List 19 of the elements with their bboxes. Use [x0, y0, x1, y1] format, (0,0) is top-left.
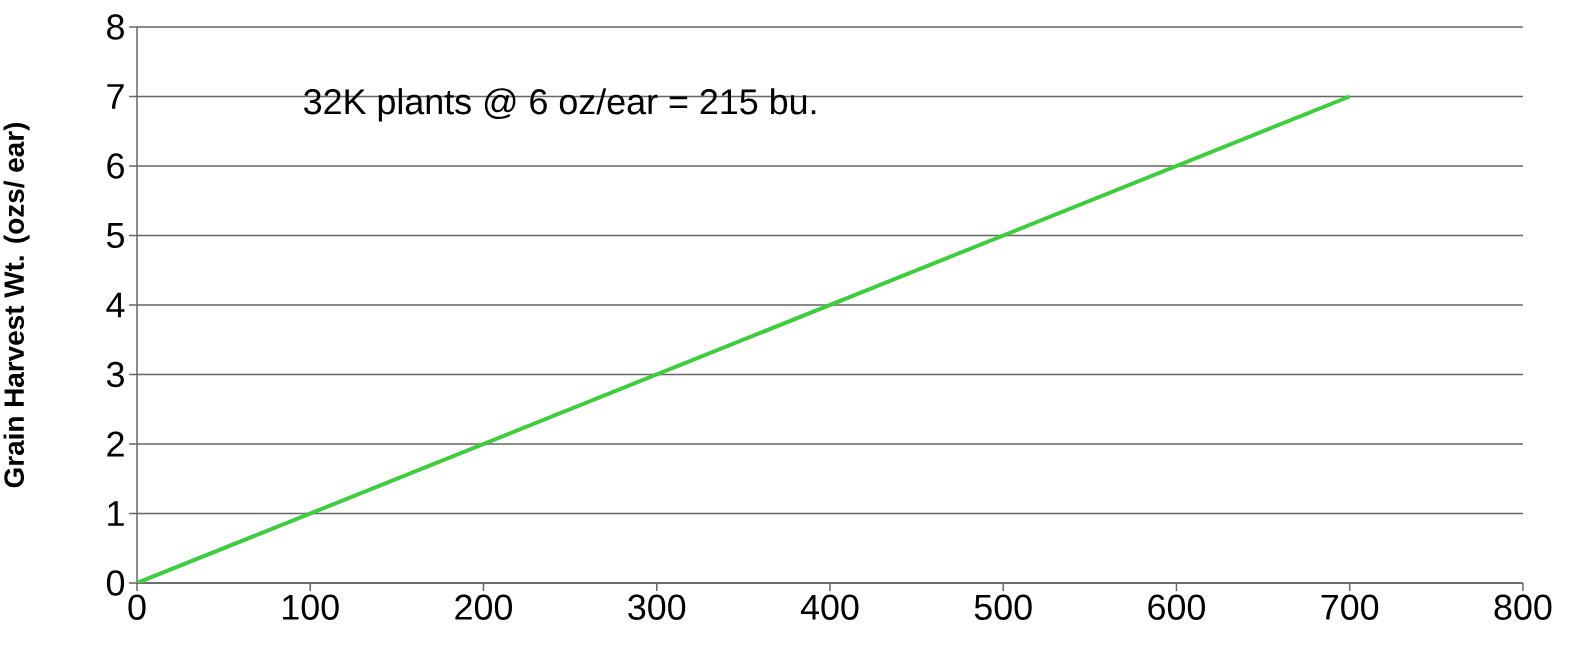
x-tick-label: 800: [1494, 594, 1552, 620]
x-tick-label: 700: [1321, 594, 1379, 620]
y-tick-label: 8: [107, 14, 124, 40]
x-tick-label: 600: [1148, 594, 1205, 620]
y-tick-label: 4: [106, 292, 125, 318]
y-tick-label: 7: [107, 84, 124, 109]
x-tick-label: 100: [283, 594, 339, 620]
y-tick-label: 5: [106, 222, 124, 248]
x-tick-label: 0: [128, 594, 146, 620]
x-tick-label: 500: [974, 594, 1032, 620]
x-tick-label: 200: [455, 594, 512, 620]
x-tick-label: 400: [800, 594, 859, 620]
y-tick-label: 0: [106, 570, 125, 596]
y-tick-label: 1: [108, 501, 124, 526]
y-tick-label: 2: [107, 431, 124, 457]
y-tick-label: 6: [107, 153, 124, 179]
y-tick-label: 3: [106, 361, 124, 388]
y-axis-title: Grain Harvest Wt. (ozs/ ear): [3, 122, 30, 488]
x-tick-label: 300: [628, 594, 686, 620]
